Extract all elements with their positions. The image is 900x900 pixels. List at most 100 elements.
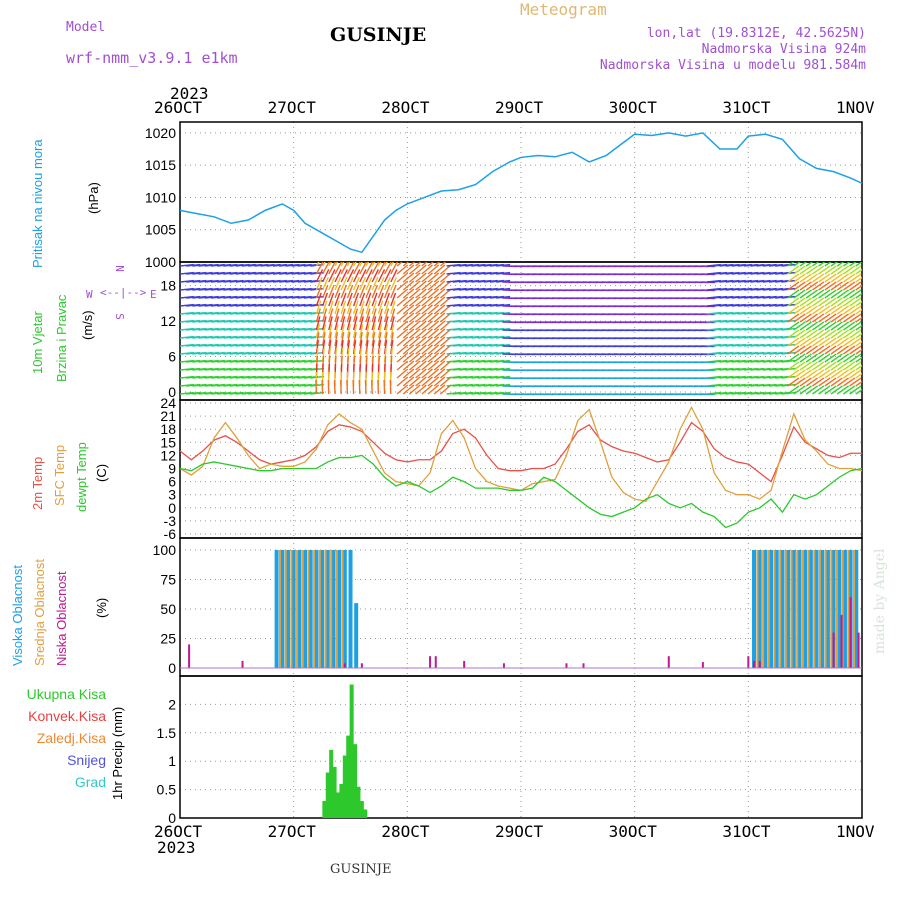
wind-barb [408,296,421,307]
cloud-bar [807,550,810,668]
wind-barb [365,316,371,331]
wind-barb [787,273,800,283]
wind-barb [334,262,339,267]
wind-barb [390,308,396,323]
time-tick-label: 29OCT [495,98,544,117]
wind-barb [346,269,355,283]
wind-barb [805,385,819,395]
pressure-panel [179,121,863,263]
wind-barb [439,296,452,307]
wind-barb [805,289,819,299]
wind-barb [315,316,321,331]
cloud-bar [780,550,785,668]
wind-barb [818,281,831,291]
wind-barb [805,313,819,323]
time-tick-label: 27OCT [267,822,316,841]
wind-barb [787,265,800,275]
wind-barb [799,305,812,315]
cloud-bar [291,550,296,668]
wind-barb [365,300,371,315]
wind-barb [315,300,322,315]
wind-barb [787,377,800,387]
y-tick-label: 75 [160,572,176,588]
wind-barb [352,340,357,355]
time-tick-label: 26OCT [154,98,203,117]
cloud-bar [790,550,793,668]
wind-barb [352,308,359,323]
wind-barb [842,337,856,347]
wind-barb [396,304,409,315]
cloud-bar [796,550,799,668]
wind-barb [321,332,326,347]
wind-barb [811,369,825,379]
wind-barb [824,297,837,307]
wind-barb [402,376,415,387]
wind-barb [439,264,452,275]
wind-barb [849,262,857,267]
wind-barb [433,360,446,371]
wind-barb [334,276,342,291]
wind-barb [340,332,345,347]
y-tick-label: 9 [168,461,176,477]
wind-barb [830,337,843,347]
wind-barb [340,308,346,323]
wind-barb [787,281,800,291]
wind-barb [352,262,361,275]
precip-panel [179,675,863,819]
wind-barb [830,305,843,315]
wind-barb [849,377,862,387]
wind-barb [799,361,812,371]
wind-barb [396,360,409,371]
wind-barb [836,385,850,395]
wind-barb [415,264,427,275]
cloud-bar [343,663,346,668]
wind-barb [390,292,397,307]
wind-barb [799,337,812,347]
precip-bar [339,783,344,818]
wind-barb [321,308,328,323]
wind-barb [396,368,409,379]
wind-barb [433,272,446,283]
y-tick-label: 2 [168,696,176,712]
wind-barb [334,284,341,299]
wind-barb [439,288,452,299]
wind-barb [408,344,421,355]
wind-barb [824,345,837,355]
wind-barb [830,369,843,379]
cloud-bar [786,550,791,668]
wind-barb [427,304,440,315]
wind-barb [421,368,433,379]
wind-barb [805,353,819,363]
wind-barb [496,375,511,379]
wind-barb [849,345,862,355]
y-tick-label: 1000 [145,254,176,270]
cloud-bar [773,550,776,668]
wind-barb [328,284,335,299]
wind-barb [340,262,345,267]
wind-barb [334,316,340,331]
cloud-bar [769,550,774,668]
wind-barb [805,361,819,371]
y-tick-label: 3 [168,487,176,503]
wind-barb [402,272,415,283]
wind-barb [824,353,837,363]
wind-barb [805,265,819,275]
wind-barb [433,376,446,387]
wind-barb [328,316,333,331]
wind-barb [793,289,806,299]
wind-barb [359,269,367,283]
wind-barb [824,265,837,275]
wind-barb [421,272,433,283]
wind-barb [396,336,409,347]
wind-barb [439,280,452,291]
wind-barb [328,308,334,323]
wind-barb [383,262,392,275]
wind-barb [836,273,850,283]
wind-barb [334,324,339,339]
wind-barb [439,262,447,267]
wind-barb [352,300,359,315]
wind-barb [408,368,421,379]
wind-barb [842,321,856,331]
cloud-bar [284,550,287,668]
wind-barb [346,284,354,299]
